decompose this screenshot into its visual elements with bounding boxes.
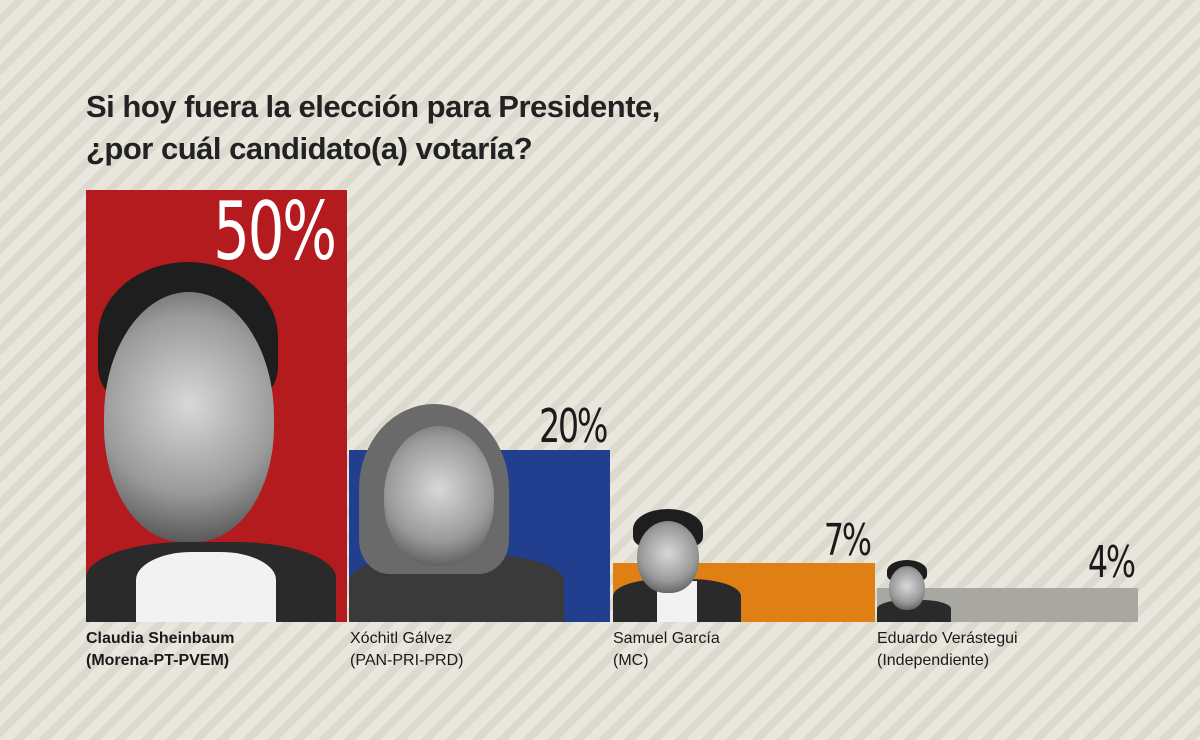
candidate-label-sheinbaum: Claudia Sheinbaum (Morena-PT-PVEM) xyxy=(86,628,234,672)
title-line-2: ¿por cuál candidato(a) votaría? xyxy=(86,131,533,166)
candidate-party: (PAN-PRI-PRD) xyxy=(350,652,464,669)
bar-galvez xyxy=(349,404,610,622)
candidate-photo-verastegui xyxy=(877,560,951,622)
candidate-photo-sheinbaum xyxy=(86,262,346,622)
value-label-verastegui: 4% xyxy=(1088,537,1136,588)
candidate-name: Xóchitl Gálvez xyxy=(350,630,453,647)
candidate-name: Claudia Sheinbaum xyxy=(86,630,235,647)
candidate-label-garcia: Samuel García (MC) xyxy=(613,628,720,672)
value-label-galvez: 20% xyxy=(538,399,608,453)
candidate-label-verastegui: Eduardo Verástegui (Independiente) xyxy=(877,628,1018,672)
bar-verastegui xyxy=(877,560,1138,622)
candidate-party: (MC) xyxy=(613,652,649,669)
title-line-1: Si hoy fuera la elección para Presidente… xyxy=(86,89,660,124)
candidate-party: (Independiente) xyxy=(877,652,990,669)
bar-sheinbaum: 50% xyxy=(86,190,347,622)
candidate-name: Samuel García xyxy=(613,630,720,647)
candidate-name: Eduardo Verástegui xyxy=(877,630,1018,647)
candidate-party: (Morena-PT-PVEM) xyxy=(86,652,230,669)
candidate-label-galvez: Xóchitl Gálvez (PAN-PRI-PRD) xyxy=(350,628,463,672)
chart-title: Si hoy fuera la elección para Presidente… xyxy=(86,86,660,170)
bar-garcia xyxy=(613,509,875,622)
value-label-sheinbaum: 50% xyxy=(213,190,337,278)
value-label-garcia: 7% xyxy=(824,515,872,566)
candidate-photo-galvez xyxy=(349,404,564,622)
candidate-photo-garcia xyxy=(613,509,741,622)
